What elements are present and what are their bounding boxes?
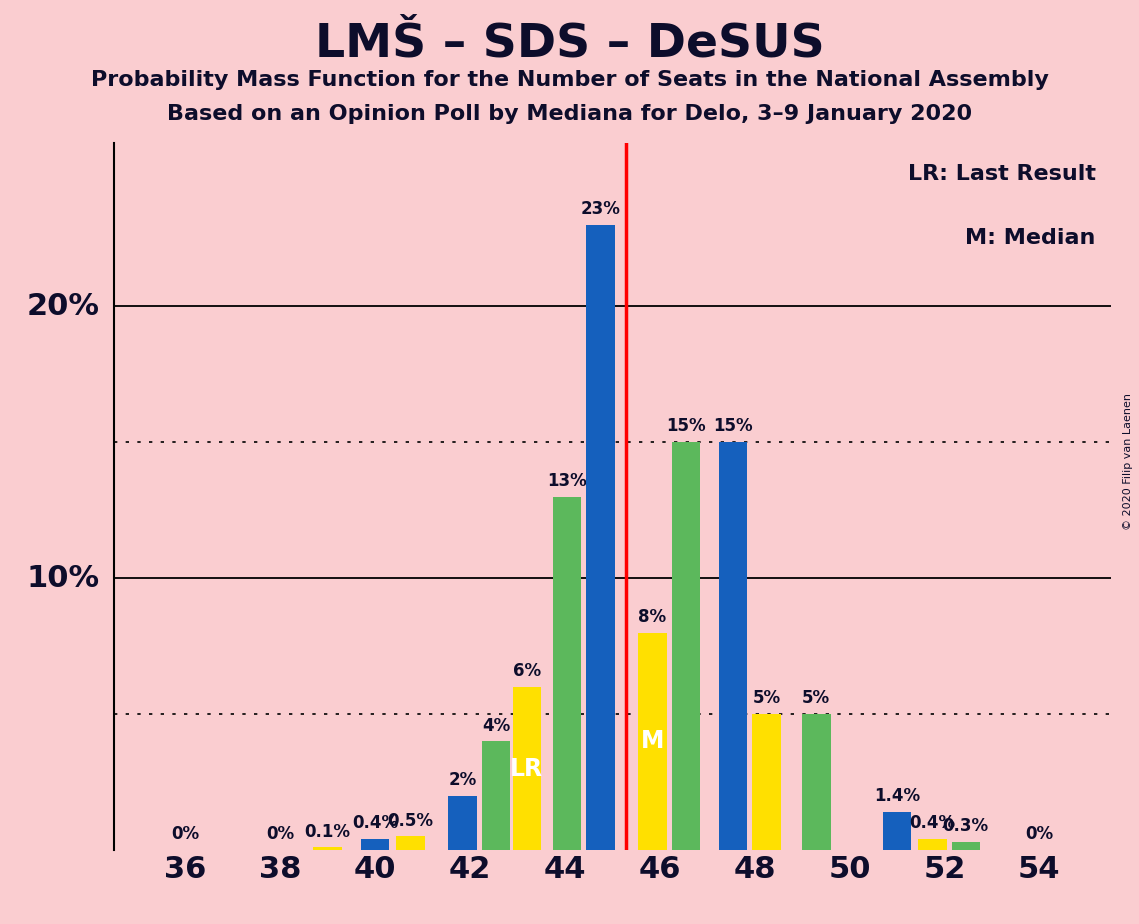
Text: 4%: 4% — [482, 716, 510, 735]
Bar — [638, 633, 666, 850]
Text: LR: LR — [510, 757, 543, 781]
Bar — [672, 443, 700, 850]
Bar — [396, 836, 425, 850]
Text: 0.5%: 0.5% — [387, 811, 434, 830]
Bar — [513, 687, 541, 850]
Text: 0.3%: 0.3% — [943, 817, 989, 835]
Bar — [752, 714, 780, 850]
Text: 8%: 8% — [639, 608, 666, 626]
Text: 23%: 23% — [581, 200, 621, 218]
Bar — [449, 796, 477, 850]
Text: © 2020 Filip van Laenen: © 2020 Filip van Laenen — [1123, 394, 1133, 530]
Text: 1.4%: 1.4% — [874, 787, 920, 805]
Text: 5%: 5% — [802, 689, 830, 708]
Text: 13%: 13% — [547, 472, 587, 490]
Text: 0.4%: 0.4% — [352, 814, 398, 833]
Text: 20%: 20% — [26, 292, 100, 321]
Text: 5%: 5% — [753, 689, 780, 708]
Bar — [587, 225, 615, 850]
Text: Based on an Opinion Poll by Mediana for Delo, 3–9 January 2020: Based on an Opinion Poll by Mediana for … — [167, 104, 972, 125]
Bar — [918, 839, 947, 850]
Text: M: M — [641, 729, 664, 753]
Text: M: Median: M: Median — [965, 228, 1096, 248]
Text: Probability Mass Function for the Number of Seats in the National Assembly: Probability Mass Function for the Number… — [91, 70, 1048, 91]
Bar — [719, 443, 747, 850]
Text: 0%: 0% — [171, 825, 199, 844]
Text: 6%: 6% — [513, 663, 541, 680]
Text: 0.1%: 0.1% — [304, 822, 351, 841]
Text: 15%: 15% — [666, 418, 705, 435]
Text: 15%: 15% — [713, 418, 753, 435]
Bar — [482, 741, 510, 850]
Text: LR: Last Result: LR: Last Result — [908, 164, 1096, 185]
Text: 2%: 2% — [449, 771, 477, 789]
Bar — [361, 839, 390, 850]
Bar — [552, 497, 581, 850]
Bar — [883, 812, 911, 850]
Bar — [802, 714, 830, 850]
Text: 0%: 0% — [1025, 825, 1054, 844]
Text: 0.4%: 0.4% — [910, 814, 956, 833]
Text: 10%: 10% — [26, 564, 100, 592]
Text: 0%: 0% — [265, 825, 294, 844]
Text: LMŠ – SDS – DeSUS: LMŠ – SDS – DeSUS — [314, 21, 825, 67]
Bar — [951, 842, 980, 850]
Bar — [313, 847, 342, 850]
